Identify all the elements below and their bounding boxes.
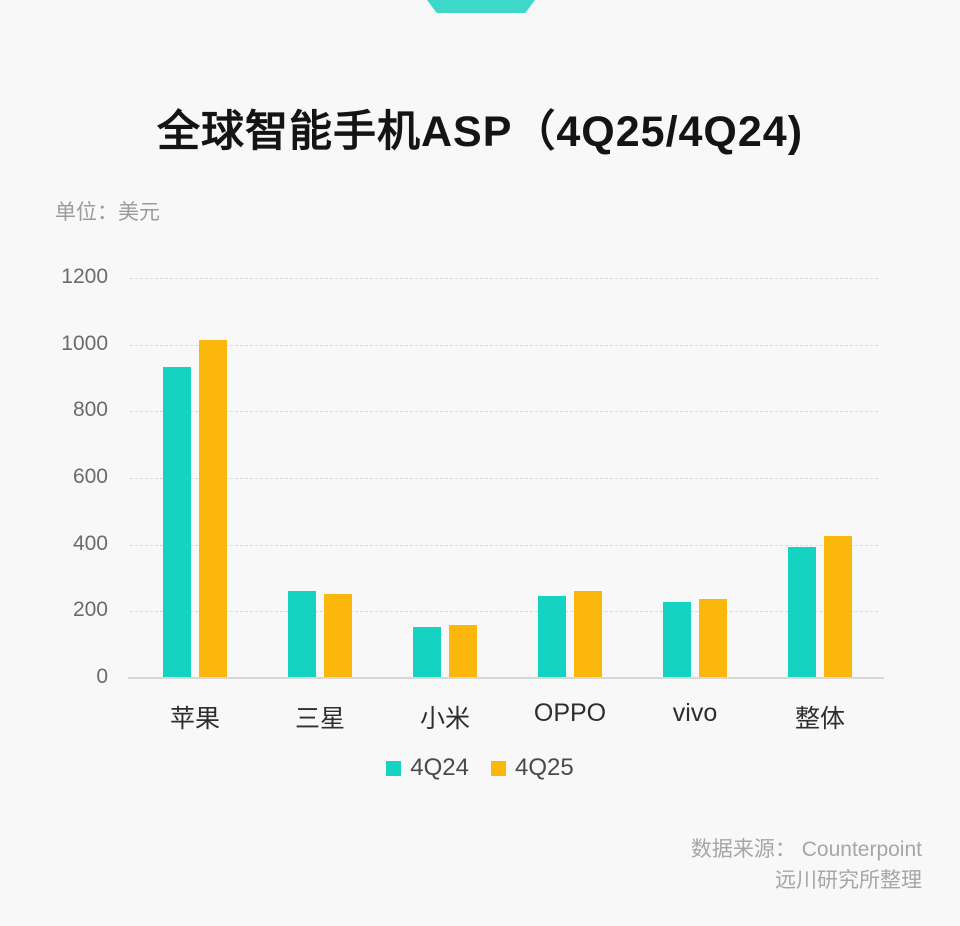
bar-4q25-小米 [449, 625, 477, 677]
category-label: 小米 [419, 705, 470, 733]
bar-4q24-苹果 [163, 367, 191, 677]
category-label: 三星 [294, 705, 345, 733]
y-axis-tick-label: 800 [72, 398, 108, 422]
category-label: vivo [672, 699, 718, 727]
x-axis-baseline [128, 677, 884, 679]
y-axis-tick-label: 400 [72, 531, 108, 555]
legend-item-4q24: 4Q24 [386, 754, 469, 782]
bar-4q24-整体 [788, 547, 816, 677]
gridline [130, 478, 878, 479]
gridline [130, 611, 878, 613]
data-source-note: 数据来源： Counterpoint 远川研究所整理 [691, 834, 922, 896]
legend-swatch-icon [386, 760, 402, 776]
gridline [130, 544, 878, 546]
y-axis-tick-label: 1200 [61, 265, 108, 289]
bar-4q25-三星 [324, 594, 352, 677]
bar-4q25-vivo [699, 599, 727, 677]
legend-label: 4Q25 [515, 754, 574, 781]
unit-label: 单位：美元 [55, 201, 160, 224]
legend-swatch-icon [491, 760, 506, 776]
category-label: 苹果 [169, 705, 220, 733]
bar-4q24-小米 [413, 627, 441, 677]
category-label: 整体 [794, 705, 845, 733]
category-label: OPPO [533, 699, 607, 727]
y-axis-tick-label: 0 [96, 665, 108, 689]
bar-4q24-vivo [663, 601, 691, 677]
bar-4q25-OPPO [574, 591, 602, 677]
legend-label: 4Q24 [410, 754, 469, 781]
y-axis-tick-label: 600 [72, 465, 108, 489]
bar-4q25-整体 [824, 535, 852, 677]
y-axis-tick-label: 200 [72, 598, 108, 622]
legend: 4Q24 4Q25 [0, 754, 960, 782]
legend-item-4q25: 4Q25 [491, 754, 574, 782]
bar-4q24-OPPO [538, 596, 566, 677]
gridline [130, 344, 878, 346]
bar-4q25-苹果 [199, 340, 227, 677]
chart-title: 全球智能手机ASP（4Q25/4Q24) [156, 108, 804, 156]
bar-4q24-三星 [288, 591, 316, 677]
data-source-line2: 远川研究所整理 [775, 869, 922, 892]
gridline [130, 411, 878, 413]
gridline [130, 278, 878, 279]
data-source-line1: 数据来源： Counterpoint [690, 838, 922, 861]
y-axis-tick-label: 1000 [61, 331, 108, 355]
top-ribbon-decoration [427, 0, 535, 13]
